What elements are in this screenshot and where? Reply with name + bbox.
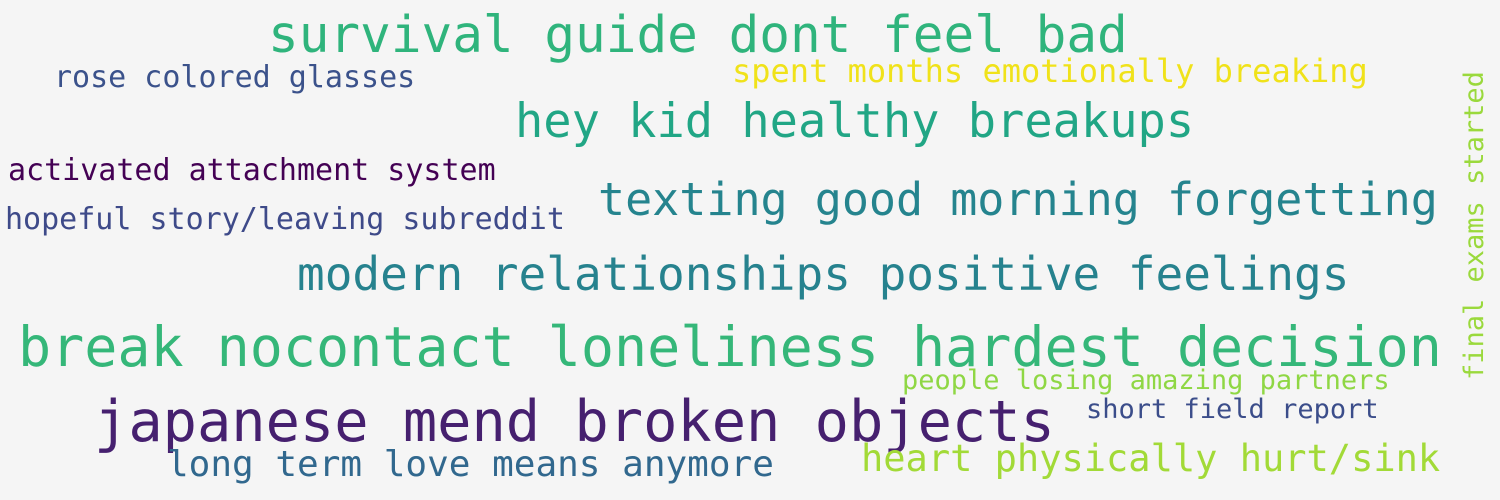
word-texting-good-morning: texting good morning forgetting — [598, 173, 1438, 226]
word-activated-attachment: activated attachment system — [8, 153, 496, 188]
word-short-field-report: short field report — [1086, 394, 1379, 425]
word-people-losing: people losing amazing partners — [902, 365, 1390, 396]
word-long-term-love: long term love means anymore — [167, 444, 774, 485]
word-survival-guide: survival guide dont feel bad — [268, 6, 1128, 65]
word-heart-physically: heart physically hurt/sink — [861, 437, 1441, 480]
word-final-exams: final exams started — [1459, 71, 1490, 380]
word-rose-colored-glasses: rose colored glasses — [54, 60, 416, 95]
word-japanese-mend: japanese mend broken objects — [94, 389, 1055, 455]
word-hopeful-story: hopeful story/leaving subreddit — [5, 202, 565, 237]
word-break-nocontact: break nocontact loneliness hardest decis… — [18, 315, 1442, 379]
word-spent-months: spent months emotionally breaking — [732, 52, 1368, 90]
word-hey-kid: hey kid healthy breakups — [515, 94, 1195, 149]
word-modern-relationships: modern relationships positive feelings — [297, 247, 1350, 301]
